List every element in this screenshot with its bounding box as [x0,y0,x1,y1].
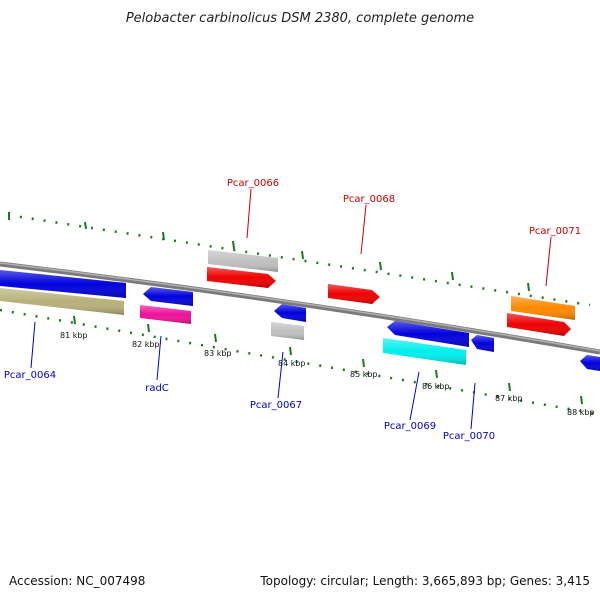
accession-text: Accession: NC_007498 [9,574,145,588]
leader-line [30,321,36,369]
gene-shade [471,335,494,352]
gene-label-pcar-0071[interactable]: Pcar_0071 [529,226,581,237]
inner-tick-track [0,308,599,416]
tick-label-87: 87 kbp [495,394,523,403]
inner-major-tick [435,369,438,379]
outer-major-tick [451,271,454,281]
gene-shade [511,296,575,320]
tick-label-86: 86 kbp [422,382,450,391]
leader-line [545,236,552,287]
tick-label-85: 85 kbp [350,370,378,379]
leader-line [409,371,420,421]
bottom-gene-labels: Pcar_0064 radC Pcar_0067 Pcar_0069 Pcar_… [4,321,495,442]
gene-label-pcar-0069[interactable]: Pcar_0069 [384,421,436,432]
gene-shade [271,322,304,340]
inner-major-tick [73,315,76,325]
outer-tick-track [7,212,591,307]
leader-line [277,351,284,399]
tick-labels: 81 kbp 82 kbp 83 kbp 84 kbp 85 kbp 86 kb… [60,331,595,417]
inner-major-tick [289,346,292,356]
inner-major-tick [362,358,365,368]
gene-label-pcar-0070[interactable]: Pcar_0070 [443,431,495,442]
gene-label-pcar-0068[interactable]: Pcar_0068 [343,194,395,205]
gene-shade [0,270,126,298]
outer-major-tick [162,231,165,241]
genome-summary-text: Topology: circular; Length: 3,665,893 bp… [259,574,590,588]
gene-shade [274,304,306,322]
gene-shade [387,321,469,347]
gene-shade [143,287,193,306]
gene-shade [328,284,380,304]
inner-major-tick [580,395,583,405]
gene-shade [140,305,191,324]
outer-major-tick [232,240,235,250]
inner-major-tick [508,382,511,392]
inner-major-tick [147,323,150,333]
gene-label-pcar-0067[interactable]: Pcar_0067 [250,400,302,411]
gene-label-pcar-0066[interactable]: Pcar_0066 [227,178,279,189]
gene-shade [507,313,571,336]
outer-major-tick [379,261,382,271]
genome-backbone [0,261,600,355]
inner-major-tick [214,333,217,343]
gene-shade [207,267,276,288]
leader-line [156,335,162,381]
outer-major-tick [527,282,530,292]
leader-line [360,204,367,255]
map-title: Pelobacter carbinolicus DSM 2380, comple… [126,11,474,26]
gene-label-radc[interactable]: radC [145,383,169,394]
gene-shade [383,338,466,365]
forward-strand-features [0,250,575,336]
top-gene-labels: Pcar_0066 Pcar_0068 Pcar_0071 [227,178,581,287]
leader-line [470,382,476,430]
tick-label-88: 88 kbp [567,408,595,417]
gene-shade [0,288,124,315]
outer-major-tick [301,250,304,260]
reverse-strand-features [140,287,600,371]
gene-label-pcar-0064[interactable]: Pcar_0064 [4,370,56,381]
leader-line [246,188,252,239]
tick-label-84: 84 kbp [278,359,306,368]
tick-label-83: 83 kbp [204,349,232,358]
tick-label-82: 82 kbp [132,340,160,349]
outer-major-tick [84,221,87,230]
gene-shade [580,355,600,371]
tick-label-81: 81 kbp [60,331,88,340]
gene-shade [208,250,278,272]
